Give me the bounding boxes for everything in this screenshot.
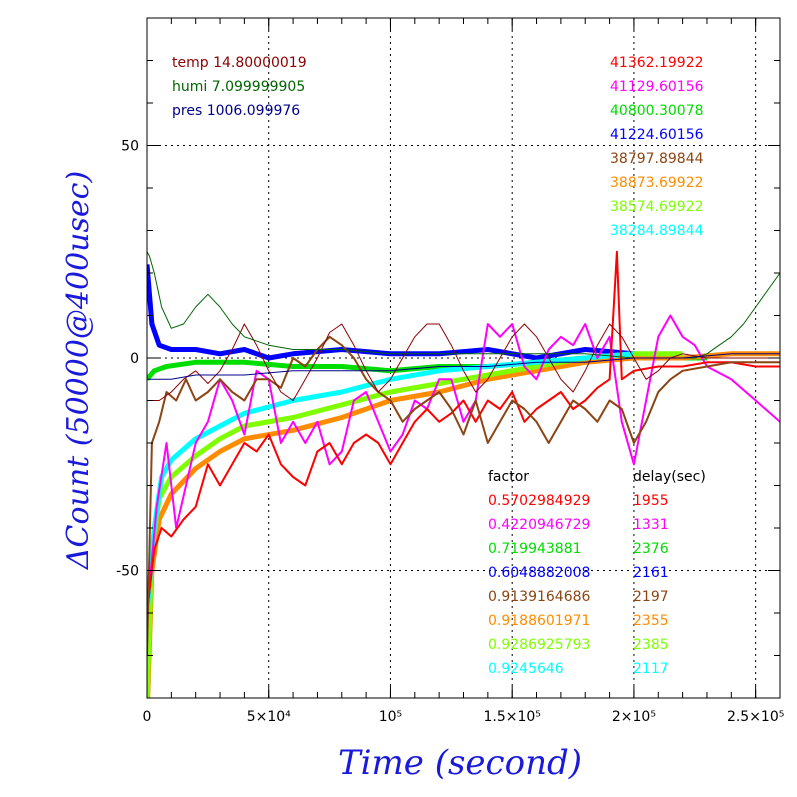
y-axis-title: ΔCount (50000@400usec) [61, 171, 96, 570]
series-line-9 [147, 251, 780, 359]
counter-legend-entry: 38797.89844 [610, 151, 704, 167]
series-line-6 [147, 250, 780, 614]
factor-value: 0.9286925793 [488, 637, 590, 653]
factor-value: 0.6048882008 [488, 565, 590, 581]
series-line-10 [147, 353, 780, 380]
delay-header: delay(sec) [633, 469, 706, 485]
factor-value: 0.4220946729 [488, 517, 590, 533]
factor-value: 0.9188601971 [488, 613, 590, 629]
counter-legend-entry: 38873.69922 [610, 175, 704, 191]
series-layer [147, 250, 780, 698]
ticks [146, 17, 781, 699]
y-tick-label: 0 [130, 351, 139, 367]
counter-legend-entry: 38574.69922 [610, 199, 704, 215]
counter-legend-entry: 41224.60156 [610, 127, 704, 143]
x-axis-title: Time (second) [338, 743, 582, 783]
counter-legend-entry: 41129.60156 [610, 79, 704, 95]
counter-legend-entry: 40800.30078 [610, 103, 704, 119]
delay-value: 2385 [633, 637, 669, 653]
factor-value: 0.5702984929 [488, 493, 590, 509]
factor-header: factor [488, 469, 529, 485]
delay-value: 2376 [633, 541, 669, 557]
env-legend-entry: temp 14.80000019 [172, 55, 307, 71]
delay-value: 2117 [633, 661, 669, 677]
series-line-2 [147, 351, 780, 698]
factor-value: 0.9139164686 [488, 589, 591, 605]
counter-legend-entry: 38284.89844 [610, 223, 704, 239]
x-tick-label: 1.5×10⁵ [483, 709, 540, 725]
delay-value: 1955 [633, 493, 669, 509]
delay-value: 2355 [633, 613, 669, 629]
y-tick-label: 50 [121, 139, 139, 155]
series-line-3 [147, 351, 683, 698]
series-line-0 [147, 264, 707, 361]
annotations: 0 5×10⁴ 10⁵ 1.5×10⁵ 2×10⁵ 2.5×10⁵ -50 0 50 temp 1… [116, 55, 784, 725]
env-legend-entry: humi 7.099999905 [172, 79, 305, 95]
factor-value: 0.719943881 [488, 541, 582, 557]
x-tick-label: 5×10⁴ [247, 709, 291, 725]
x-tick-label: 2×10⁵ [612, 709, 656, 725]
x-tick-label: 10⁵ [379, 709, 402, 725]
x-tick-label: 0 [143, 709, 152, 725]
y-tick-label: -50 [116, 564, 139, 580]
x-tick-label: 2.5×10⁵ [727, 709, 784, 725]
factor-value: 0.9245646 [488, 661, 564, 677]
counter-legend-entry: 41362.19922 [610, 55, 704, 71]
env-legend-entry: pres 1006.099976 [172, 103, 300, 119]
series-line-7 [147, 335, 780, 656]
series-line-5 [147, 314, 780, 614]
delay-value: 1331 [633, 517, 669, 533]
delay-value: 2161 [633, 565, 669, 581]
delay-value: 2197 [633, 589, 669, 605]
